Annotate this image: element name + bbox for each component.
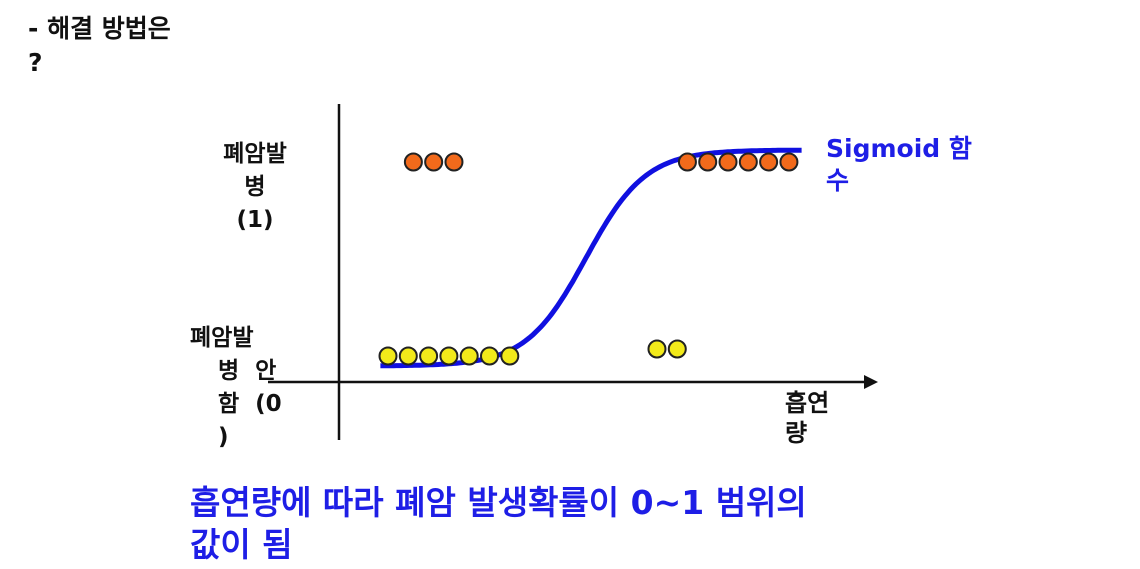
x-axis-arrowhead [864, 375, 878, 389]
negative-data-point [500, 346, 520, 366]
slide-heading: - 해결 방법은 ? [28, 12, 171, 80]
caption-line-2: 값이 됨 [190, 525, 293, 564]
negative-data-point [398, 346, 418, 366]
y-label-positive-line-2: 병 [244, 174, 266, 200]
caption-line-1: 흡연량에 따라 폐암 발생확률이 0~1 범위의 [190, 483, 807, 522]
x-axis-label-line-2: 량 [785, 419, 808, 447]
positive-data-point [424, 152, 444, 172]
negative-data-point [480, 346, 499, 366]
positive-data-point [677, 152, 697, 172]
sigmoid-curve [380, 147, 802, 369]
positive-data-point [759, 152, 779, 172]
negative-data-point [667, 339, 687, 359]
y-label-positive-line-3: (1) [236, 207, 274, 233]
positive-data-point [403, 152, 423, 172]
negative-data-point [419, 346, 439, 366]
heading-line-2: ? [28, 48, 43, 77]
positive-data-point [718, 152, 738, 172]
y-label-negative-line-4: ) [218, 424, 229, 450]
sigmoid-label: Sigmoid 함 수 [826, 133, 972, 197]
negative-data-point [439, 346, 459, 366]
positive-data-point [444, 152, 464, 172]
heading-line-1: - 해결 방법은 [28, 14, 171, 43]
negative-data-point [647, 339, 667, 359]
negative-data-point [378, 346, 398, 366]
negative-data-point [459, 346, 479, 366]
positive-data-point [698, 152, 718, 172]
y-label-negative-line-2: 병 안 [218, 358, 277, 384]
slide-caption: 흡연량에 따라 폐암 발생확률이 0~1 범위의 값이 됨 [190, 482, 930, 566]
positive-data-point [738, 152, 758, 172]
y-label-positive: 폐암발 병 (1) [205, 138, 305, 237]
y-label-negative-line-1: 폐암발 [190, 325, 254, 351]
x-axis-label-line-1: 흡연 [785, 389, 830, 417]
sigmoid-label-line-1: Sigmoid 함 [826, 134, 972, 163]
y-label-positive-line-1: 폐암발 [223, 141, 287, 167]
sigmoid-label-line-2: 수 [826, 166, 850, 195]
y-label-negative-line-3: 함 (0 [218, 391, 282, 417]
positive-data-point [779, 152, 799, 172]
x-axis-label: 흡연 량 [785, 388, 845, 448]
y-label-negative: 폐암발 병 안 함 (0 ) [190, 322, 282, 454]
